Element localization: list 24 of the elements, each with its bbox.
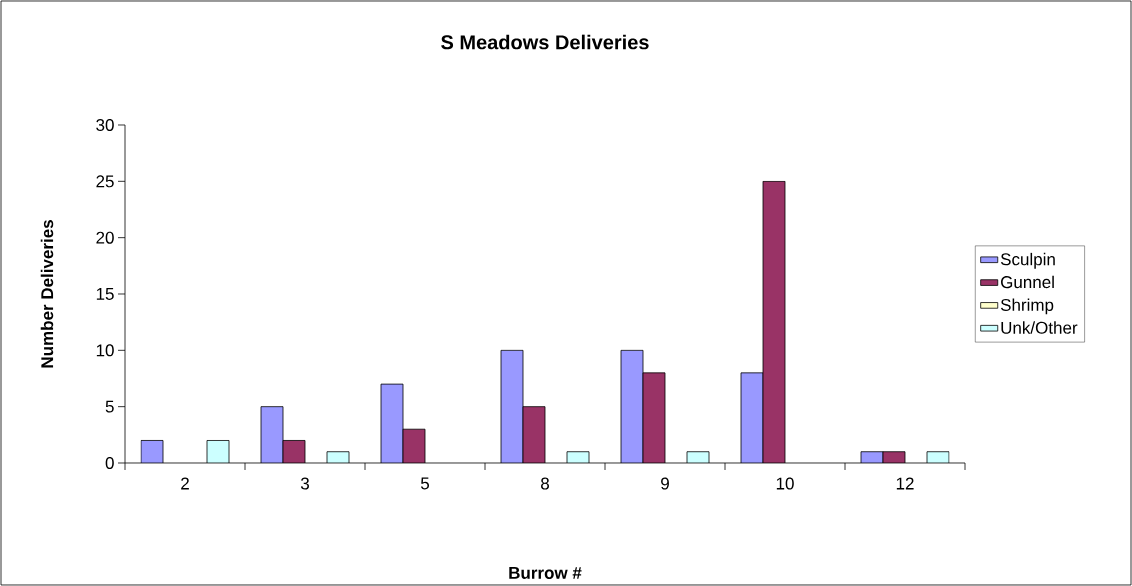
bar xyxy=(501,350,524,463)
bar xyxy=(763,181,785,463)
x-tick-label: 9 xyxy=(661,477,669,490)
x-tick-label: 5 xyxy=(420,477,430,490)
x-axis-title: Burrow # xyxy=(509,567,582,579)
y-tick-label: 30 xyxy=(96,118,114,132)
y-tick-label: 25 xyxy=(96,175,114,188)
chart-title: S Meadows Deliveries xyxy=(441,34,649,50)
bar xyxy=(621,350,644,463)
y-tick-label: 0 xyxy=(105,456,114,470)
legend-label: Unk/Other xyxy=(1001,321,1078,334)
y-tick-label: 10 xyxy=(96,344,114,357)
y-tick-label: 5 xyxy=(105,400,114,413)
y-axis-title: Number Deliveries xyxy=(40,220,54,368)
legend-label: Gunnel xyxy=(1001,275,1054,289)
y-tick-label: 15 xyxy=(96,288,114,300)
x-tick-label: 10 xyxy=(776,477,794,490)
legend-label: Sculpin xyxy=(1000,252,1055,269)
x-tick-label: 2 xyxy=(181,477,189,490)
y-tick-label: 20 xyxy=(96,231,114,244)
legend-label: Shrimp xyxy=(1000,298,1054,315)
x-tick-label: 8 xyxy=(541,477,549,490)
x-tick-label: 12 xyxy=(896,477,914,490)
x-tick-label: 3 xyxy=(300,477,309,490)
